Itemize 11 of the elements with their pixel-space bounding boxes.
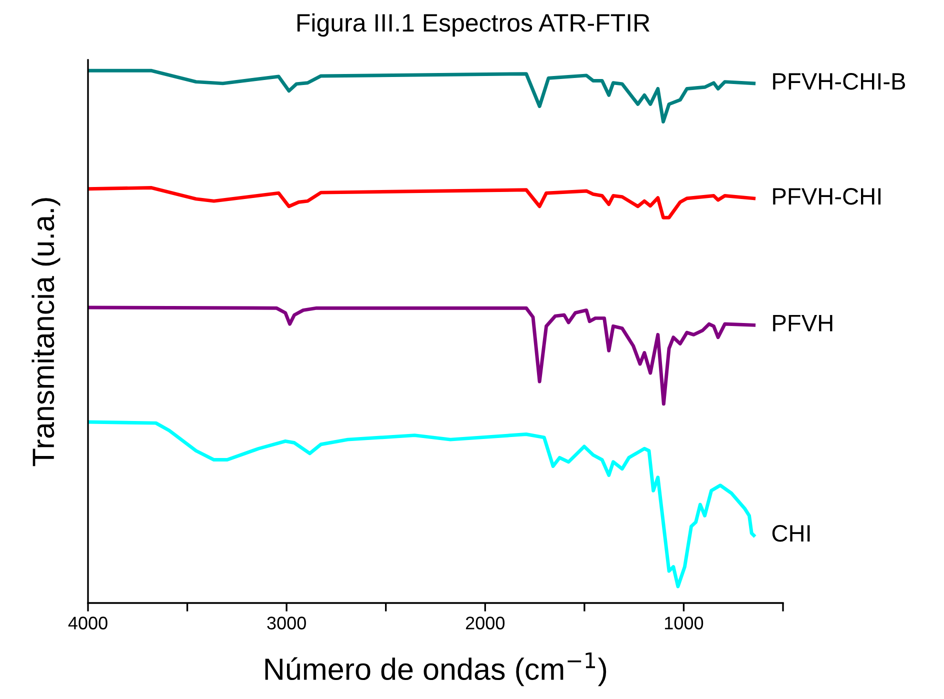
y-axis-title: Transmitancia (u.a.) (32, 198, 60, 466)
series-label: PFVH (773, 314, 832, 332)
x-tick-label: 3000 (267, 616, 306, 630)
series-label: CHI (772, 525, 810, 542)
x-axis-title: Número de ondas (cm$^{−1}$) (265, 652, 606, 686)
series-label: PFVH-CHI-B (773, 73, 906, 90)
x-tick-label: 2000 (466, 616, 505, 630)
chart-title: Figura III.1 Espectros ATR-FTIR (297, 13, 650, 37)
x-tick-label: 1000 (665, 616, 704, 630)
series-label: PFVH-CHI (773, 188, 881, 205)
x-tick-label: 4000 (68, 616, 108, 630)
